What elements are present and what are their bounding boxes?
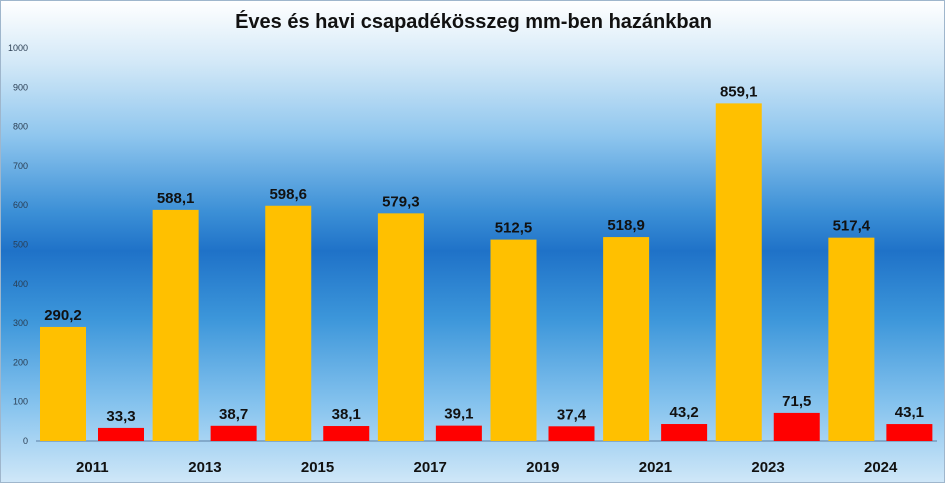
bar — [40, 326, 86, 441]
data-label: 38,7 — [219, 406, 248, 423]
data-label: 859,1 — [720, 83, 758, 100]
data-label: 598,6 — [269, 186, 307, 203]
data-label: 517,4 — [833, 218, 871, 235]
y-tick-label: 700 — [13, 161, 28, 171]
bar — [210, 425, 257, 441]
bar — [490, 239, 537, 441]
bar — [661, 424, 708, 441]
data-label: 588,1 — [157, 190, 195, 207]
data-label: 518,9 — [607, 217, 645, 234]
data-label: 43,2 — [670, 404, 699, 421]
bar — [323, 426, 370, 441]
bar — [886, 424, 933, 441]
bar — [603, 237, 650, 441]
bar — [435, 425, 482, 441]
bar — [377, 213, 424, 441]
x-tick-label: 2013 — [188, 459, 221, 476]
y-tick-label: 400 — [13, 279, 28, 289]
bar — [548, 426, 595, 441]
x-tick-label: 2023 — [751, 459, 784, 476]
data-label: 43,1 — [895, 404, 924, 421]
y-tick-label: 0 — [23, 436, 28, 446]
data-label: 39,1 — [444, 406, 473, 423]
bar — [98, 427, 144, 441]
data-label: 33,3 — [106, 408, 135, 425]
x-tick-label: 2015 — [301, 459, 334, 476]
y-tick-label: 800 — [13, 122, 28, 132]
y-tick-label: 300 — [13, 318, 28, 328]
y-tick-label: 500 — [13, 240, 28, 250]
bar — [773, 412, 820, 441]
x-tick-label: 2011 — [76, 459, 109, 476]
data-label: 38,1 — [332, 406, 361, 423]
y-tick-label: 1000 — [8, 43, 28, 53]
data-label: 290,2 — [44, 307, 82, 324]
data-label: 579,3 — [382, 193, 420, 210]
bar — [715, 103, 762, 441]
x-tick-label: 2024 — [864, 459, 898, 476]
bar — [152, 209, 199, 441]
x-tick-label: 2021 — [639, 459, 672, 476]
data-label: 71,5 — [782, 393, 811, 410]
chart-title: Éves és havi csapadékösszeg mm-ben hazán… — [235, 11, 712, 33]
y-tick-label: 100 — [13, 397, 28, 407]
y-tick-label: 600 — [13, 200, 28, 210]
data-label: 37,4 — [557, 406, 587, 423]
x-tick-label: 2019 — [526, 459, 559, 476]
bar — [828, 237, 875, 441]
y-tick-label: 900 — [13, 82, 28, 92]
x-tick-label: 2017 — [414, 459, 447, 476]
data-label: 512,5 — [495, 220, 533, 237]
y-tick-label: 200 — [13, 357, 28, 367]
bar — [265, 205, 312, 441]
